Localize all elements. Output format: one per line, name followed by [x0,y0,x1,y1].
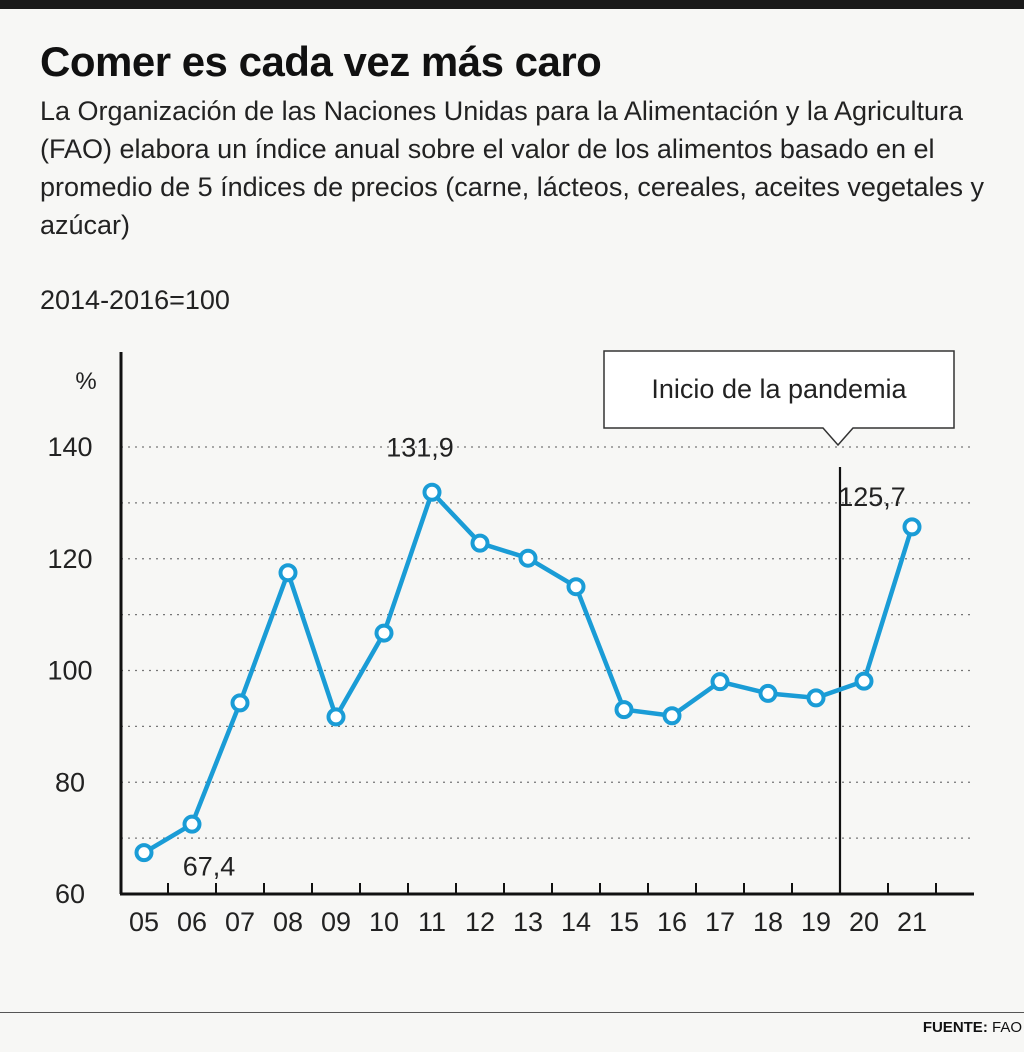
data-label: 131,9 [386,432,454,462]
y-tick-label: 100 [47,656,92,686]
x-tick-label: 13 [513,907,543,937]
annotation-layer: Inicio de la pandemia [603,350,955,894]
x-tick-label: 12 [465,907,495,937]
line-chart: 60 80 100 120 140% 05 06 07 08 09 10 11 12 13 14 15 16 17… [47,350,974,937]
x-tick-label: 15 [609,907,639,937]
axis-layer: 60 80 100 120 140% 05 06 07 08 09 10 11 12 13 14 15 16 17… [47,352,974,937]
data-point [182,814,202,834]
source-value: FAO [991,1019,1022,1036]
data-point [854,671,874,691]
data-point [518,548,538,568]
y-tick-label: 140 [47,432,92,462]
data-label: 67,4 [183,852,236,882]
x-tick-label: 19 [801,907,831,937]
label-layer: 67,4 131,9 125,7 [183,432,906,881]
series-layer [134,482,922,863]
grid-layer [121,446,972,839]
x-tick-label: 14 [561,907,591,937]
data-point [278,563,298,583]
chart-subtitle: La Organización de las Naciones Unidas p… [40,96,985,240]
data-point [230,693,250,713]
data-point [422,482,442,502]
x-tick-label: 11 [418,907,446,937]
data-point [806,688,826,708]
data-point [134,843,154,863]
data-point [614,700,634,720]
data-label: 125,7 [838,482,906,512]
data-point [470,533,490,553]
x-tick-label: 09 [321,907,351,937]
bottom-rule [0,1012,1024,1013]
y-axis-unit: % [75,368,96,395]
data-point [902,517,922,537]
series-line [142,490,915,855]
y-tick-label: 60 [55,879,85,909]
x-tick-label: 06 [177,907,207,937]
data-point [758,683,778,703]
x-tick-label: 07 [225,907,255,937]
data-point [374,623,394,643]
x-tick-label: 16 [657,907,687,937]
source-label: FUENTE: [922,1019,988,1036]
data-point [662,706,682,726]
x-tick-label: 05 [129,907,159,937]
y-tick-label: 120 [47,544,92,574]
y-tick-label: 80 [55,767,85,797]
x-tick-label: 18 [753,907,783,937]
top-bar [0,0,1024,9]
data-point [710,672,730,692]
source-credit: FUENTE: FAO [923,1019,1022,1036]
data-point [326,707,346,727]
x-tick-label: 21 [897,907,927,937]
x-tick-label: 10 [369,907,399,937]
x-tick-label: 17 [705,907,735,937]
x-tick-label: 20 [849,907,879,937]
pandemic-callout-text: Inicio de la pandemia [651,374,907,404]
base-note: 2014-2016=100 [40,285,230,315]
chart-title: Comer es cada vez más caro [40,38,602,85]
data-point [566,577,586,597]
pandemic-callout-box [603,350,955,447]
x-tick-label: 08 [273,907,303,937]
